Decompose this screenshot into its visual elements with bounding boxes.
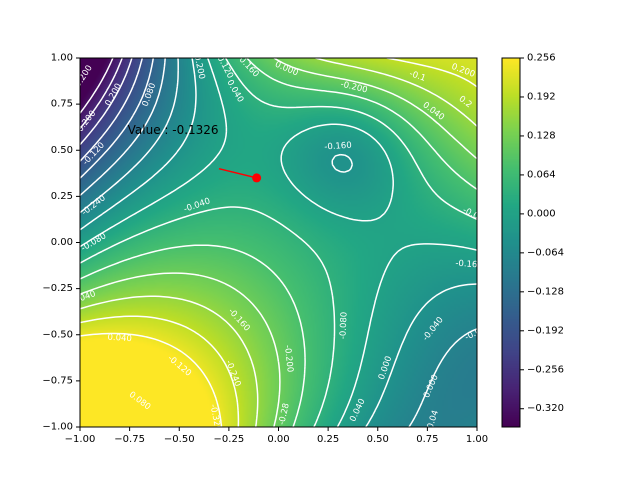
contour-label: -0.160 [324, 141, 352, 153]
x-tick-label: −1.00 [65, 434, 96, 445]
colorbar-tick-label: −0.064 [527, 247, 564, 258]
colorbar-tick-label: 0.256 [527, 53, 556, 64]
contour-line [80, 58, 166, 196]
colorbar-tick-label: 0.000 [527, 208, 556, 219]
x-axis: −1.00 −0.75 −0.50 −0.25 0.00 0.25 0.50 0.75 1.00 [65, 427, 488, 445]
contour-line [80, 58, 114, 114]
x-tick-label: 0.75 [416, 434, 438, 445]
x-tick-label: −0.50 [164, 434, 195, 445]
contour-line [80, 58, 155, 179]
annotation-layer: Value : -0.1326 [128, 123, 262, 183]
contour-line [80, 58, 477, 427]
contour-line [80, 58, 477, 427]
current-point-marker [252, 173, 262, 183]
contour-label: -0.200 [282, 345, 295, 373]
y-tick-label: −1.00 [42, 422, 73, 433]
contour-label: -0.28 [277, 402, 292, 426]
contour-label: -0.080 [338, 312, 349, 340]
contour-label: -0.320 [207, 403, 222, 432]
y-tick-label: −0.50 [42, 329, 73, 340]
contour-label: 0.04 [426, 409, 441, 430]
colorbar-tick-label: −0.320 [527, 403, 564, 414]
x-tick-label: 0.50 [367, 434, 389, 445]
colorbar-tick-label: −0.256 [527, 364, 564, 375]
x-tick-label: 0.25 [317, 434, 339, 445]
x-tick-label: 1.00 [466, 434, 488, 445]
contour-line [80, 58, 477, 427]
colorbar-image [502, 58, 520, 427]
contour-label: -0.160 [455, 259, 483, 271]
contour-label: 0.040 [107, 333, 132, 345]
y-tick-label: −0.25 [42, 283, 73, 294]
direction-arrow [218, 167, 257, 179]
contour-line [80, 58, 477, 427]
value-annotation: Value : -0.1326 [128, 123, 219, 137]
x-tick-label: 0.00 [267, 434, 289, 445]
colorbar-tick-label: 0.064 [527, 169, 556, 180]
x-tick-label: −0.25 [214, 434, 245, 445]
colorbar-tick-label: 0.192 [527, 91, 556, 102]
y-tick-label: 0.00 [51, 237, 73, 248]
contour-lines [80, 58, 477, 427]
y-tick-label: 1.00 [51, 53, 73, 64]
y-tick-label: 0.75 [51, 99, 73, 110]
contour-line [80, 58, 477, 427]
contour-line [80, 332, 223, 427]
colorbar-axis: 0.256 0.192 0.128 0.064 0.000 −0.064 −0.128 −0.… [520, 53, 564, 414]
colorbar-tick-label: 0.128 [527, 130, 556, 141]
colorbar-frame [501, 57, 521, 428]
contour-line [80, 58, 477, 427]
y-tick-label: 0.25 [51, 191, 73, 202]
y-tick-label: 0.50 [51, 145, 73, 156]
contour-line [80, 58, 477, 427]
colorbar-tick-label: −0.128 [527, 286, 564, 297]
y-axis: 1.00 0.75 0.50 0.25 0.00 −0.25 −0.50 −0.75 −1.00 [42, 53, 80, 433]
x-tick-label: −0.75 [114, 434, 145, 445]
heatmap-image [80, 58, 477, 427]
colorbar-tick-label: −0.192 [527, 325, 564, 336]
y-tick-label: −0.75 [42, 375, 73, 386]
